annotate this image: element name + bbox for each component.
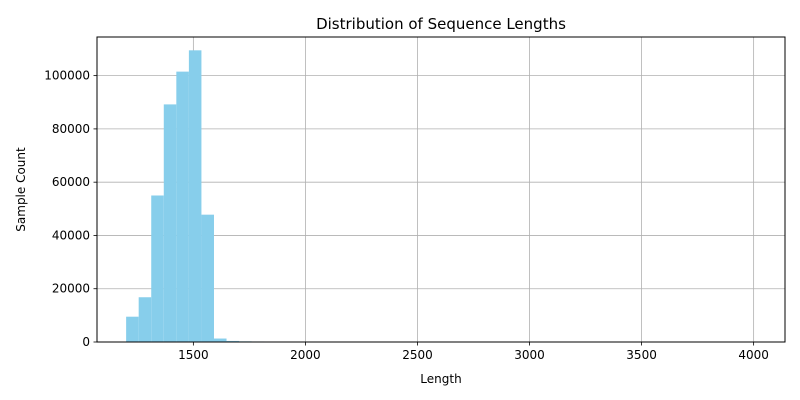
y-tick-label: 0 [82,335,90,349]
y-tick-label: 80000 [52,122,90,136]
histogram-bar [163,104,177,343]
histogram-bar [188,50,202,342]
histogram-bar [126,316,139,342]
histogram-bars [126,50,302,343]
x-axis-ticks: 1500 2000 2500 3000 3500 4000 [178,342,769,362]
y-tick-label: 20000 [52,282,90,296]
y-axis-ticks: 0 20000 40000 60000 80000 100000 [44,69,97,349]
histogram-bar [176,71,189,343]
x-tick-label: 3000 [514,348,545,362]
histogram-bar [201,214,214,342]
x-tick-label: 1500 [178,348,209,362]
histogram-bar [151,195,164,342]
x-tick-label: 3500 [626,348,657,362]
y-axis-label: Sample Count [14,147,28,232]
histogram-bar [226,340,240,342]
y-tick-label: 40000 [52,228,90,242]
y-tick-label: 60000 [52,175,90,189]
histogram-bar [213,338,227,342]
histogram-bar [138,297,152,342]
x-tick-label: 2500 [402,348,433,362]
x-tick-label: 4000 [738,348,769,362]
chart-title: Distribution of Sequence Lengths [316,15,566,33]
x-tick-label: 2000 [290,348,321,362]
x-axis-label: Length [420,372,461,386]
plot-frame [96,36,786,343]
y-tick-label: 100000 [44,69,90,83]
